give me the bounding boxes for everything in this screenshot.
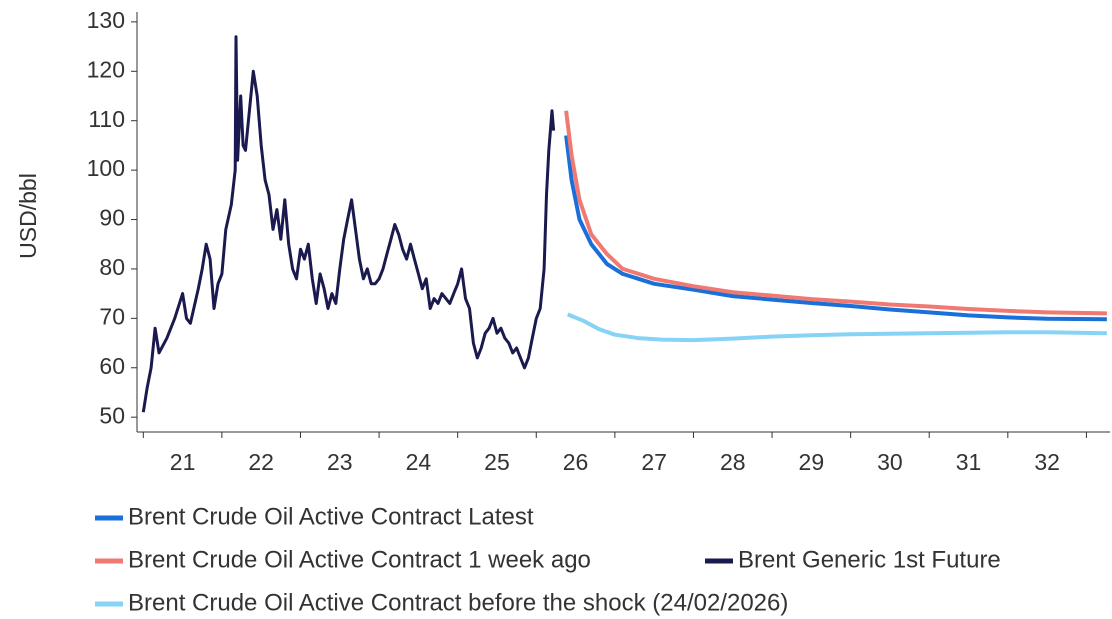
- x-tick-label: 21: [170, 449, 196, 475]
- y-tick-label: 110: [88, 106, 125, 132]
- series-line: [564, 135, 1107, 322]
- y-tick-label: 90: [99, 205, 125, 231]
- y-tick-label: 60: [99, 353, 125, 379]
- y-axis-label: USD/bbl: [15, 173, 41, 259]
- x-tick-label: 32: [1034, 449, 1060, 475]
- y-tick-label: 70: [99, 303, 125, 329]
- y-tick-label: 100: [87, 155, 125, 181]
- y-tick-label: 130: [87, 7, 125, 33]
- series-line: [566, 312, 1107, 343]
- series-line: [141, 35, 556, 413]
- x-tick-label: 24: [406, 449, 432, 475]
- x-tick-label: 25: [484, 449, 510, 475]
- legend-label: Brent Crude Oil Active Contract Latest: [128, 503, 534, 530]
- x-tick-label: 28: [720, 449, 746, 475]
- x-tick-label: 30: [877, 449, 903, 475]
- x-tick-label: 22: [248, 449, 274, 475]
- x-tick-label: 26: [563, 449, 589, 475]
- x-tick-label: 31: [956, 449, 982, 475]
- y-tick-label: 120: [87, 56, 125, 82]
- legend-label: Brent Crude Oil Active Contract 1 week a…: [128, 546, 591, 573]
- y-tick-label: 50: [99, 402, 125, 428]
- legend-label: Brent Crude Oil Active Contract before t…: [128, 589, 788, 616]
- y-tick-label: 80: [99, 254, 125, 280]
- legend-label: Brent Generic 1st Future: [738, 546, 1001, 573]
- x-tick-label: 29: [799, 449, 825, 475]
- x-tick-label: 23: [327, 449, 353, 475]
- series-line: [564, 110, 1107, 316]
- x-tick-label: 27: [641, 449, 667, 475]
